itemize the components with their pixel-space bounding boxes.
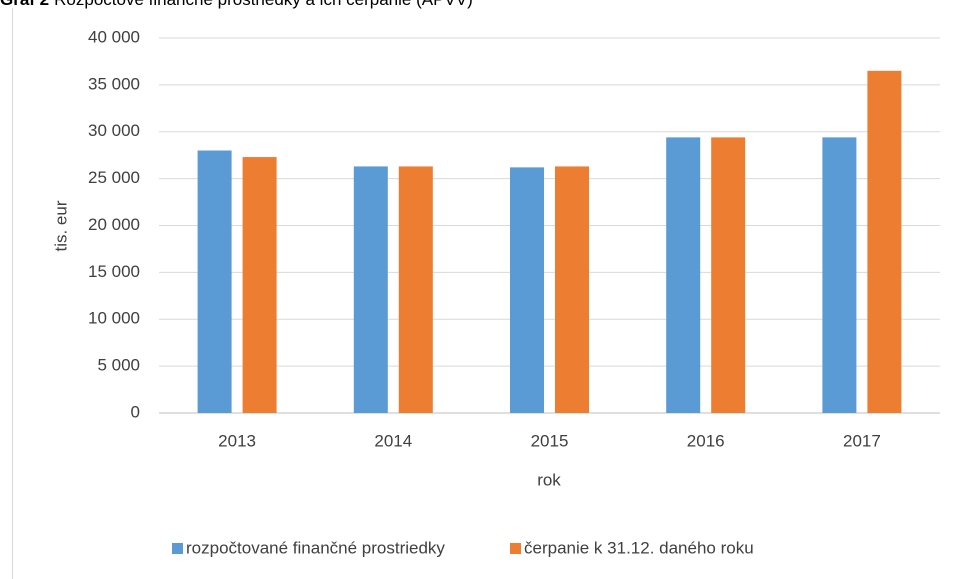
bar [822,137,857,413]
bar [555,166,589,413]
x-tick-label: 2016 [687,431,725,450]
bar [197,150,232,413]
x-tick-label: 2014 [374,431,412,450]
legend-swatch [510,543,521,554]
y-tick-label: 5 000 [97,356,140,375]
bar [711,137,746,413]
x-tick-label: 2013 [218,431,256,450]
bar [242,157,277,413]
y-tick-label: 15 000 [88,262,140,281]
bar [867,70,902,413]
x-tick-label: 2015 [531,431,569,450]
y-tick-label: 20 000 [88,215,140,234]
y-tick-label: 25 000 [88,168,140,187]
legend-label: čerpanie k 31.12. daného roku [524,538,754,557]
legend-swatch [172,543,183,554]
figure-label: Graf 2 [0,0,49,9]
chart-title: Rozpočtové finančné prostriedky a ich če… [54,0,473,9]
bar [398,166,433,413]
bar [666,137,701,413]
legend-label: rozpočtované finančné prostriedky [186,538,445,557]
bar [510,167,544,413]
y-tick-label: 30 000 [88,121,140,140]
y-tick-label: 10 000 [88,309,140,328]
title-group: Graf 2 Rozpočtové finančné prostriedky a … [0,0,473,9]
y-tick-label: 0 [131,402,140,421]
y-tick-label: 40 000 [88,27,140,46]
y-tick-label: 35 000 [88,74,140,93]
bar [353,166,388,413]
x-tick-label: 2017 [843,431,881,450]
x-axis-label: rok [537,470,561,489]
y-axis-label: tis. eur [51,200,70,251]
